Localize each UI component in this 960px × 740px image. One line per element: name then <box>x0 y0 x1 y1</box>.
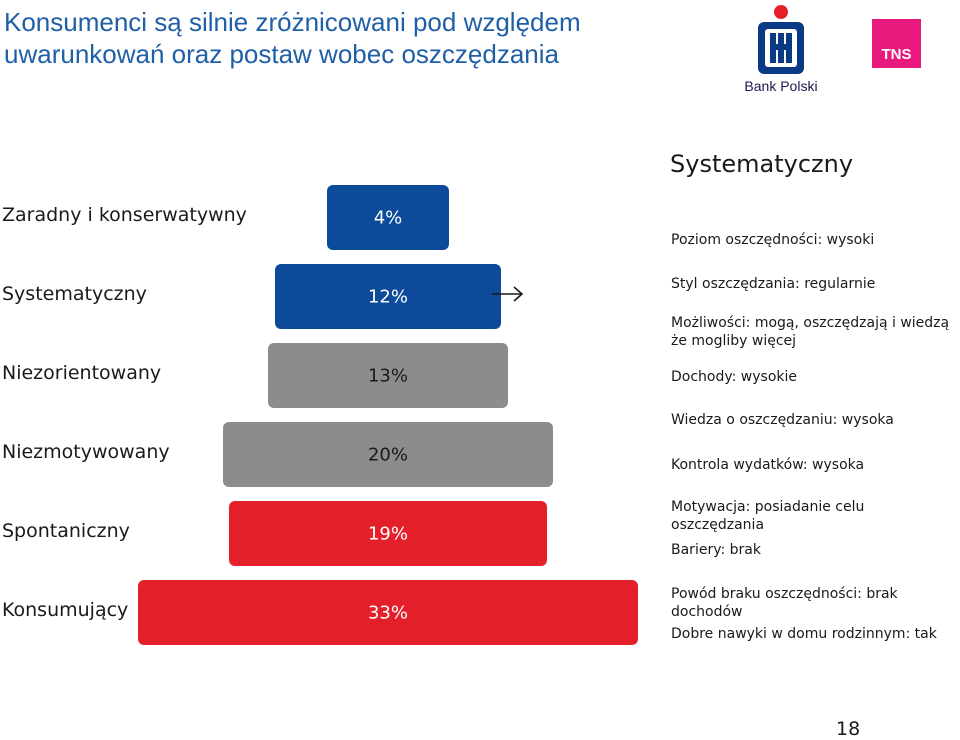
segment-label: Systematyczny <box>2 282 147 305</box>
segment-value-label: 20% <box>367 444 408 465</box>
segment-detail-item: Bariery: brak <box>671 542 761 558</box>
page-number: 18 <box>836 718 861 740</box>
segment-bar: 20% <box>222 422 554 487</box>
title-line-2: uwarunkowań oraz postaw wobec oszczędzan… <box>4 39 559 69</box>
segment-value-label: 19% <box>367 523 408 544</box>
segment-detail-item: Powód braku oszczędności: brak dochodów <box>671 586 898 620</box>
segment-label: Niezorientowany <box>2 361 162 384</box>
segment-detail-item: Styl oszczędzania: regularnie <box>671 276 876 292</box>
segment-bar: 4% <box>326 185 450 250</box>
segment-label: Konsumujący <box>2 598 129 621</box>
segment-label: Niezmotywowany <box>2 440 170 463</box>
segment-bar: 33% <box>138 580 638 645</box>
segment-detail-item: Dochody: wysokie <box>671 369 798 385</box>
segment-bar: 13% <box>268 343 508 408</box>
segment-detail-item: Możliwości: mogą, oszczędzają i wiedzą ż… <box>671 315 950 349</box>
segment-detail-title: Systematyczny <box>670 150 854 178</box>
arrow-right-icon <box>492 286 524 302</box>
segment-label: Zaradny i konserwatywny <box>2 203 247 226</box>
segment-value-label: 13% <box>367 365 408 386</box>
segment-detail-item: Wiedza o oszczędzaniu: wysoka <box>671 412 894 428</box>
segment-detail-item: Motywacja: posiadanie celu oszczędzania <box>671 499 865 533</box>
segment-value-label: 4% <box>373 207 403 228</box>
segment-detail-item: Dobre nawyki w domu rodzinnym: tak <box>671 626 937 642</box>
segment-value-label: 12% <box>367 286 408 307</box>
pko-emblem-icon <box>758 5 804 74</box>
segment-value-label: 33% <box>367 602 408 623</box>
pko-logo: Bank Polski <box>736 4 826 96</box>
segment-detail-item: Poziom oszczędności: wysoki <box>671 232 875 248</box>
tns-logo: TNS <box>872 19 921 68</box>
pko-logo-label: Bank Polski <box>744 78 818 94</box>
segment-bar: 19% <box>229 501 547 566</box>
tns-logo-text: TNS <box>881 46 912 63</box>
segment-bar: 12% <box>274 264 502 329</box>
page-title: Konsumenci są silnie zróżnicowani pod wz… <box>4 6 581 70</box>
segment-label: Spontaniczny <box>2 519 130 542</box>
title-line-1: Konsumenci są silnie zróżnicowani pod wz… <box>4 7 581 37</box>
segment-detail-item: Kontrola wydatków: wysoka <box>671 457 865 473</box>
